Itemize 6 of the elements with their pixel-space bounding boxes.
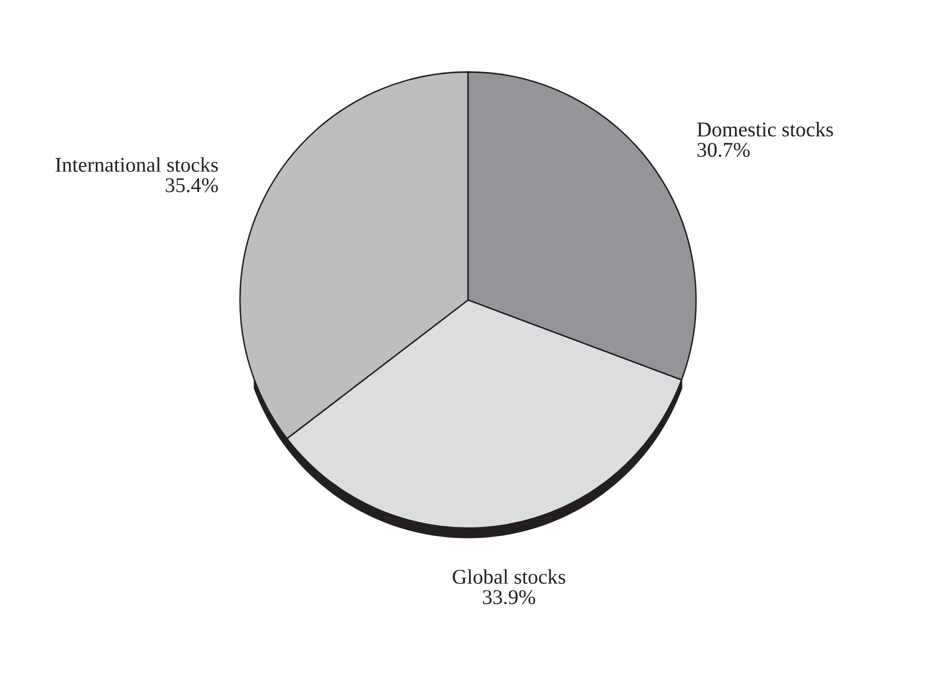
data-label: 35.4% [166, 178, 218, 192]
slice-label: International stocks [56, 157, 218, 172]
slice-label: Global stocks [452, 569, 566, 584]
slice-label: Domestic stocks [697, 122, 833, 137]
data-label: 30.7% [698, 142, 750, 157]
data-label: 33.9% [483, 590, 536, 604]
